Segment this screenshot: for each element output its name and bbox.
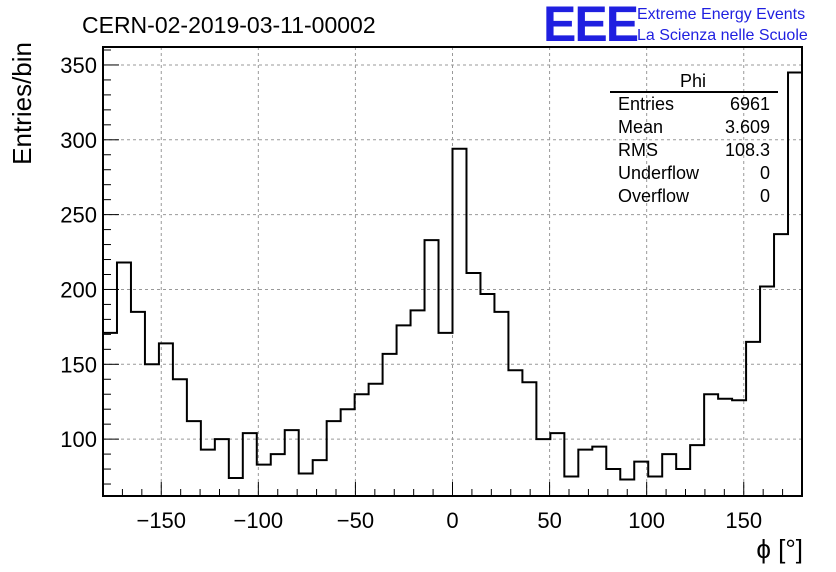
stats-underflow-label: Underflow (618, 163, 700, 183)
stats-mean-label: Mean (618, 117, 663, 137)
histogram-bin (453, 149, 467, 496)
histogram-bin (341, 409, 355, 496)
histogram-bin (117, 263, 131, 496)
histogram-bin (397, 325, 411, 496)
x-tick-label: −100 (234, 508, 284, 533)
y-tick-label: 200 (60, 277, 97, 302)
histogram-bin (131, 312, 145, 496)
histogram-bin (634, 462, 648, 496)
x-tick-label: 50 (537, 508, 561, 533)
y-tick-label: 150 (60, 352, 97, 377)
histogram-bin (466, 273, 480, 496)
histogram-bin (676, 469, 690, 496)
histogram-bin (648, 477, 662, 496)
y-axis-label: Entries/bin (7, 42, 37, 165)
eee-logo-line2: La Scienza nelle Scuole (637, 27, 808, 44)
stats-overflow-label: Overflow (618, 186, 690, 206)
grid-lines (103, 47, 802, 496)
histogram-bin (103, 333, 117, 496)
y-tick-label: 350 (60, 53, 97, 78)
histogram-bin (494, 312, 508, 496)
chart-title: CERN-02-2019-03-11-00002 (82, 12, 376, 38)
histogram-bin (411, 310, 425, 496)
x-axis-label: ϕ [°] (756, 534, 803, 564)
stats-rms-value: 108.3 (725, 140, 770, 160)
stats-rms-label: RMS (618, 140, 658, 160)
y-axis: 100 150 200 250 300 350 (60, 49, 119, 485)
histogram-bin (383, 354, 397, 496)
stats-mean-value: 3.609 (725, 117, 770, 137)
x-tick-label: 100 (628, 508, 665, 533)
histogram-bin (145, 364, 159, 496)
histogram-bin (704, 394, 718, 496)
histogram-bin (718, 399, 732, 496)
histogram-bin (508, 370, 522, 496)
histogram-bin (592, 447, 606, 496)
histogram-bin (578, 450, 592, 496)
x-tick-label: −150 (136, 508, 186, 533)
histogram-bin (173, 379, 187, 496)
histogram-bin (369, 384, 383, 496)
histogram-bin (313, 460, 327, 496)
x-tick-label: 0 (446, 508, 458, 533)
y-tick-label: 250 (60, 203, 97, 228)
histogram-bin (299, 474, 313, 496)
stats-underflow-value: 0 (760, 163, 770, 183)
stats-entries-value: 6961 (730, 94, 770, 114)
histogram-bin (536, 439, 550, 496)
histogram-bin (606, 469, 620, 496)
histogram-bin (327, 421, 341, 496)
histogram-outline (103, 71, 802, 481)
x-axis: −150 −100 −50 0 50 100 150 (102, 482, 803, 533)
histogram-bin (564, 477, 578, 496)
stats-box: Phi Entries 6961 Mean 3.609 RMS 108.3 Un… (610, 71, 778, 206)
eee-logo-line1: Extreme Energy Events (637, 6, 805, 23)
histogram-bin (201, 450, 215, 496)
histogram-bin (285, 430, 299, 496)
y-tick-label: 100 (60, 427, 97, 452)
histogram-bin (690, 445, 704, 496)
histogram-bin (662, 454, 676, 496)
histogram-bin (257, 465, 271, 496)
histogram-bin (243, 433, 257, 496)
histogram-bin (480, 294, 494, 496)
eee-logo-mark: EEE (543, 0, 638, 52)
histogram-bin (355, 394, 369, 496)
histogram-bin (425, 240, 439, 496)
stats-entries-label: Entries (618, 94, 674, 114)
stats-title: Phi (680, 71, 706, 91)
histogram-bin (746, 342, 760, 496)
histogram-bin (439, 333, 453, 496)
histogram-bin (187, 421, 201, 496)
x-tick-label: 150 (725, 508, 762, 533)
histogram-bin (215, 439, 229, 496)
histogram-bin (788, 72, 802, 496)
histogram-bin (550, 433, 564, 496)
histogram-bin (760, 286, 774, 496)
stats-overflow-value: 0 (760, 186, 770, 206)
histogram-bin (229, 478, 243, 496)
y-tick-label: 300 (60, 128, 97, 153)
x-tick-label: −50 (337, 508, 374, 533)
histogram-bin (774, 234, 788, 496)
eee-logo: EEE Extreme Energy Events La Scienza nel… (543, 0, 808, 52)
